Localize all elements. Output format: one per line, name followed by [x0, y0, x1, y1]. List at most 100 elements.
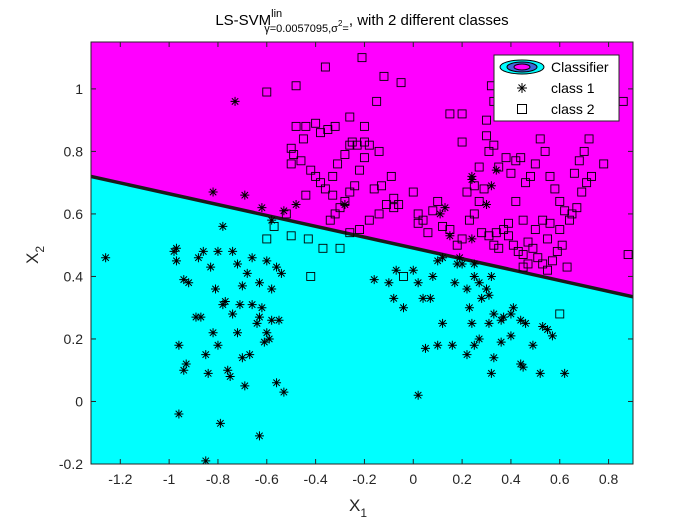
class-1-point — [208, 187, 218, 197]
class-2-point — [445, 109, 455, 119]
x-tick-label: -0.4 — [304, 471, 328, 487]
x-tick-label: -0.6 — [255, 471, 279, 487]
class-2-point — [530, 225, 540, 235]
class-2-point — [433, 196, 443, 206]
class-1-point — [252, 318, 262, 328]
title-subscript-sigma-exp: 2 — [338, 19, 343, 28]
class-2-point — [306, 165, 316, 175]
class-1-point — [484, 318, 494, 328]
x-tick-label: -1 — [163, 471, 176, 487]
class-2-point — [457, 109, 467, 119]
decision-boundary — [91, 174, 633, 299]
class-1-point — [467, 175, 477, 185]
legend-label-classifier: Classifier — [551, 59, 609, 75]
class-2-point — [508, 240, 518, 250]
x-tick-label: 0 — [409, 471, 417, 487]
class-2-point — [423, 228, 433, 238]
class-2-point — [489, 240, 499, 250]
class-2-point — [567, 209, 577, 219]
class-1-point — [413, 278, 423, 288]
class-2-point — [560, 206, 570, 216]
title-subscript-eq: = — [342, 23, 348, 35]
class-1-point — [518, 362, 528, 372]
class-2-point — [379, 71, 389, 81]
class-2-point — [291, 81, 301, 91]
class-1-point — [433, 256, 443, 266]
class-1-point — [413, 390, 423, 400]
class-1-point — [213, 340, 223, 350]
class-2-point — [369, 184, 379, 194]
class-2-point — [345, 228, 355, 238]
class-1-point — [496, 337, 506, 347]
class-1-point — [179, 275, 189, 285]
class-1-point — [247, 300, 257, 310]
class-2-point — [577, 187, 587, 197]
y-axis-label-sub: 2 — [33, 246, 47, 253]
class-1-point — [425, 293, 435, 303]
class-2-point — [562, 262, 572, 272]
class-1-point — [232, 259, 242, 269]
series-class-2 — [262, 53, 633, 319]
class-2-point — [587, 171, 596, 181]
class-2-point — [555, 309, 565, 319]
y-axis-label: X2 — [23, 246, 47, 264]
class-2-point — [482, 131, 491, 141]
class-2-point — [545, 218, 555, 228]
class-2-point — [328, 190, 338, 200]
class-1-point — [228, 309, 238, 319]
x-axis-label-sub: 1 — [360, 506, 367, 520]
class-2-point — [445, 225, 455, 235]
class-1-point — [464, 303, 474, 313]
plot-frame — [90, 41, 634, 465]
class-2-point — [374, 146, 384, 156]
class-2-point — [557, 240, 567, 250]
class-2-point — [501, 153, 511, 163]
class-2-point — [523, 259, 533, 269]
class-2-point — [359, 137, 369, 147]
y-tick-label: 0.4 — [64, 268, 84, 284]
class-1-point — [391, 265, 401, 275]
class-2-point — [269, 221, 279, 231]
class-2-point — [491, 228, 501, 238]
class-1-point — [184, 278, 194, 288]
class-1-point — [450, 278, 460, 288]
class-2-point — [518, 215, 528, 225]
class-2-point — [543, 265, 552, 275]
class-1-point — [247, 253, 257, 263]
class-1-point — [218, 221, 228, 231]
class-1-point — [267, 215, 277, 225]
class-1-point — [418, 293, 428, 303]
class-1-point — [171, 243, 181, 253]
class-1-point — [521, 318, 531, 328]
class-2-point — [301, 190, 311, 200]
class-2-point — [286, 159, 296, 169]
class-2-point — [464, 215, 474, 225]
class-1-point — [201, 456, 211, 464]
title-main: LS-SVM — [215, 12, 271, 29]
class-2-point — [474, 196, 484, 206]
class-1-point — [201, 350, 211, 360]
class-2-point — [499, 225, 509, 235]
y-tick-label: 1 — [75, 81, 83, 97]
class-1-point — [174, 340, 184, 350]
y-tick-label: 0 — [75, 393, 83, 409]
class-2-point — [623, 250, 633, 260]
class-1-point — [457, 259, 467, 269]
class-1-point — [198, 246, 208, 256]
class-1-point — [223, 365, 233, 375]
class-2-point — [303, 234, 313, 244]
class-1-point — [438, 253, 448, 263]
class-2-point — [374, 209, 384, 219]
class-1-point — [208, 328, 218, 338]
class-1-point — [274, 315, 284, 325]
class-2-point — [477, 228, 487, 238]
class-2-point — [345, 112, 355, 122]
class-1-point — [211, 284, 221, 294]
class-2-point — [547, 256, 557, 266]
class-1-point — [254, 431, 264, 441]
class-1-point — [291, 200, 301, 210]
class-2-point — [323, 125, 333, 134]
class-2-point — [582, 178, 592, 188]
class-1-point — [438, 318, 448, 328]
